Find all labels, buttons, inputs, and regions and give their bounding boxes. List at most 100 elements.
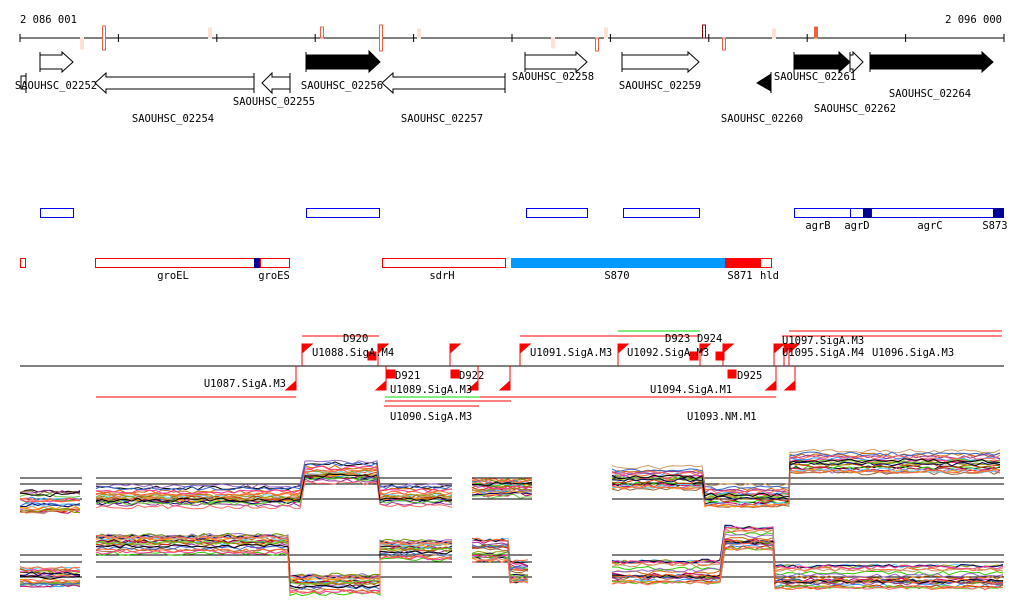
gene-02262-arrow[interactable] <box>849 50 864 74</box>
feature-track-blue <box>40 208 1004 218</box>
gene-02259-arrow[interactable] <box>621 50 700 74</box>
variant-mark <box>208 27 212 39</box>
tss-flag <box>783 379 796 391</box>
expression-line <box>19 582 81 586</box>
gene-label: SAOUHSC_02254 <box>132 113 214 125</box>
expression-line <box>19 502 81 508</box>
feature-box[interactable] <box>20 258 26 268</box>
expression-line <box>19 567 81 572</box>
expression-line <box>95 465 453 494</box>
gene-02254-arrow[interactable] <box>94 71 255 95</box>
expression-line <box>95 541 453 587</box>
gene-small-box[interactable] <box>20 73 27 93</box>
expression-line <box>471 493 533 499</box>
expression-line <box>95 468 453 498</box>
tss-label: U1091.SigA.M3 <box>530 347 612 359</box>
expression-line <box>471 488 533 494</box>
expression-line <box>95 473 453 503</box>
expression-line <box>95 461 453 491</box>
gene-02257-arrow[interactable] <box>381 71 506 95</box>
expression-line <box>611 528 1004 573</box>
gene-02261-arrow[interactable] <box>793 50 851 74</box>
gene-02252-arrow[interactable] <box>39 50 74 74</box>
tss-label: U1094.SigA.M1 <box>650 384 732 396</box>
feature-agrC[interactable] <box>871 208 994 218</box>
tss-flag <box>519 343 532 355</box>
expression-line <box>471 551 529 578</box>
gene-label: SAOUHSC_02257 <box>401 113 483 125</box>
expression-line <box>95 468 453 497</box>
expression-line <box>95 459 453 489</box>
expression-line <box>471 484 533 490</box>
feature-box[interactable] <box>623 208 700 218</box>
expression-line <box>19 575 81 580</box>
feature-sdrH[interactable] <box>382 258 506 268</box>
expression-line <box>19 492 80 498</box>
feature-groEL[interactable] <box>95 258 255 268</box>
feature-S871[interactable] <box>725 258 760 268</box>
expression-line <box>472 481 533 486</box>
feature-labels-red: groEL groES sdrH S870 S871 hld <box>157 270 779 282</box>
expression-line <box>611 533 1004 578</box>
tss-label: U1092.SigA.M3 <box>627 347 709 359</box>
variant-mark <box>772 28 776 39</box>
tss-block <box>450 369 460 379</box>
expression-line <box>471 558 529 584</box>
expression-line <box>19 566 81 571</box>
tss-label: D923 <box>665 333 690 345</box>
expression-line <box>95 545 453 591</box>
feature-labels-blue: agrB agrD agrC S873 <box>805 220 1007 232</box>
expression-line <box>471 491 533 496</box>
expression-line <box>611 451 1001 491</box>
tss-block <box>727 369 737 379</box>
expression-line <box>95 548 453 594</box>
feature-hld[interactable] <box>760 258 772 268</box>
expression-line <box>611 448 1001 488</box>
feature-box[interactable] <box>40 208 74 218</box>
tss-label: U1093.NM.M1 <box>687 411 757 423</box>
gene-02258-arrow[interactable] <box>524 50 588 74</box>
expression-line <box>471 539 529 567</box>
expression-line <box>611 546 1004 590</box>
variant-mark <box>417 28 421 39</box>
gene-label: SAOUHSC_02258 <box>512 71 594 83</box>
feature-agrB[interactable] <box>794 208 851 218</box>
feature-S870[interactable] <box>511 258 725 268</box>
gene-label: SAOUHSC_02255 <box>233 96 315 108</box>
tss-flag <box>764 379 777 391</box>
tss-flag <box>773 343 786 355</box>
gene-02255-arrow[interactable] <box>261 71 291 95</box>
gene-label: SAOUHSC_02260 <box>721 113 803 125</box>
gene-02264-arrow[interactable] <box>869 50 994 74</box>
expression-line <box>95 539 453 585</box>
gene-02256-arrow[interactable] <box>305 49 381 74</box>
tss-label: D924 <box>697 333 722 345</box>
expression-line <box>95 551 453 597</box>
expression-line <box>611 468 1001 508</box>
tss-track: U1087.SigA.M3 U1088.SigA.M4 D920 D921 U1… <box>20 330 1004 423</box>
expression-line <box>19 498 81 503</box>
gene-label: SAOUHSC_02256 <box>301 80 383 92</box>
feature-navy[interactable] <box>863 208 872 218</box>
variant-mark <box>80 37 84 50</box>
expression-line <box>611 461 1001 501</box>
feature-agrD[interactable] <box>850 208 864 218</box>
feature-S873[interactable] <box>993 208 1004 218</box>
expression-line <box>95 472 453 501</box>
tss-block <box>386 369 396 379</box>
tss-flag <box>449 343 462 355</box>
gene-02260-arrow[interactable] <box>756 72 772 93</box>
feature-box[interactable] <box>306 208 380 218</box>
feature-navy[interactable] <box>254 258 261 268</box>
expression-line <box>19 504 81 510</box>
tss-flag <box>377 343 390 355</box>
expression-line <box>19 497 81 503</box>
feature-groES[interactable] <box>260 258 290 268</box>
expression-line <box>611 536 1004 581</box>
expression-line <box>19 502 81 507</box>
expression-line <box>471 547 529 574</box>
tss-block <box>367 351 377 361</box>
feature-box[interactable] <box>526 208 588 218</box>
tss-label: U1088.SigA.M4 <box>312 347 394 359</box>
variant-mark <box>320 26 324 39</box>
